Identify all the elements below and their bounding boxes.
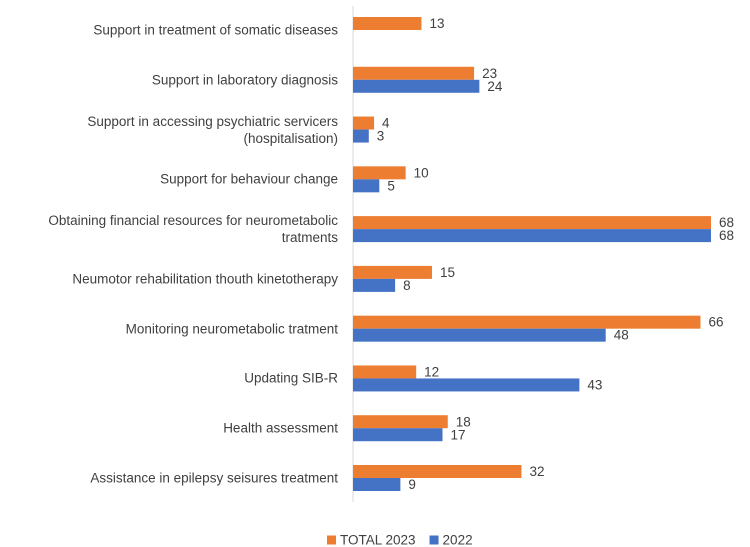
category-label: Health assessment: [223, 420, 338, 436]
value-label: 12: [424, 365, 439, 380]
bar: [353, 415, 448, 429]
value-label: 43: [587, 378, 602, 393]
value-label: 32: [529, 464, 544, 479]
bar: [353, 179, 380, 193]
value-label: 68: [719, 215, 734, 230]
value-label: 68: [719, 228, 734, 243]
category-label: Obtaining financial resources for neurom…: [48, 213, 338, 246]
value-label: 18: [456, 414, 471, 429]
legend-swatch: [327, 535, 336, 545]
value-label: 5: [387, 178, 395, 193]
category-label: Updating SIB-R: [244, 370, 338, 386]
category-label: Assistance in epilepsy seisures treatmen…: [90, 470, 338, 486]
bar: [353, 265, 432, 279]
bar: [353, 17, 422, 30]
value-label: 24: [487, 79, 503, 94]
value-label: 48: [614, 328, 629, 343]
bar: [353, 428, 443, 442]
bar: [353, 328, 606, 342]
bar: [353, 229, 711, 243]
bar: [353, 216, 711, 230]
value-label: 17: [451, 427, 466, 442]
bar: [353, 166, 406, 180]
value-label: 13: [429, 16, 444, 31]
bar: [353, 66, 475, 80]
bar: [353, 378, 580, 392]
value-label: 23: [482, 66, 497, 81]
value-label: 66: [708, 315, 723, 330]
value-label: 8: [403, 278, 411, 293]
bar: [353, 365, 417, 379]
category-label: Monitoring neurometabolic tratment: [125, 321, 338, 337]
category-label: Support in accessing psychiatric service…: [87, 113, 338, 146]
value-label: 15: [440, 265, 455, 280]
value-label: 10: [414, 165, 429, 180]
category-label: Support in laboratory diagnosis: [151, 72, 338, 88]
legend-swatch: [429, 535, 439, 545]
legend-label: TOTAL 2023: [340, 533, 416, 547]
category-label: Support in treatment of somatic diseases: [93, 22, 338, 38]
bar: [353, 465, 522, 478]
value-label: 9: [408, 477, 416, 492]
value-label: 4: [382, 116, 390, 131]
bar: [353, 315, 701, 329]
bar: [353, 278, 396, 292]
bar: [353, 129, 369, 143]
bar: [353, 116, 375, 130]
bar: [353, 478, 401, 491]
category-label: Support for behaviour change: [160, 171, 338, 187]
bar: [353, 79, 480, 93]
legend-label: 2022: [443, 533, 473, 547]
category-label: Neumotor rehabilitation thouth kinetothe…: [72, 271, 338, 287]
value-label: 3: [377, 129, 385, 144]
